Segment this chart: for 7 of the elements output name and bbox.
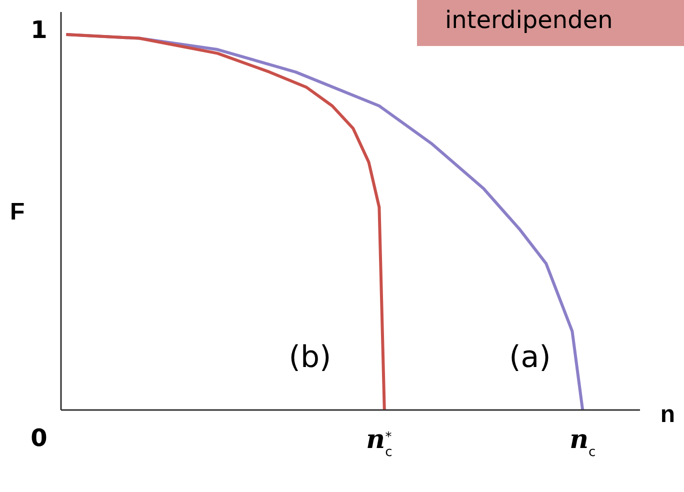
text: 1 <box>30 16 48 45</box>
x-tick-label: n$_{c}$ <box>570 425 596 460</box>
x-axis-title: n <box>660 401 675 428</box>
text: 0 <box>30 424 48 453</box>
y-axis-title: F <box>10 198 25 226</box>
annotation: (a) <box>508 340 552 376</box>
annotation: (b) <box>288 340 332 376</box>
